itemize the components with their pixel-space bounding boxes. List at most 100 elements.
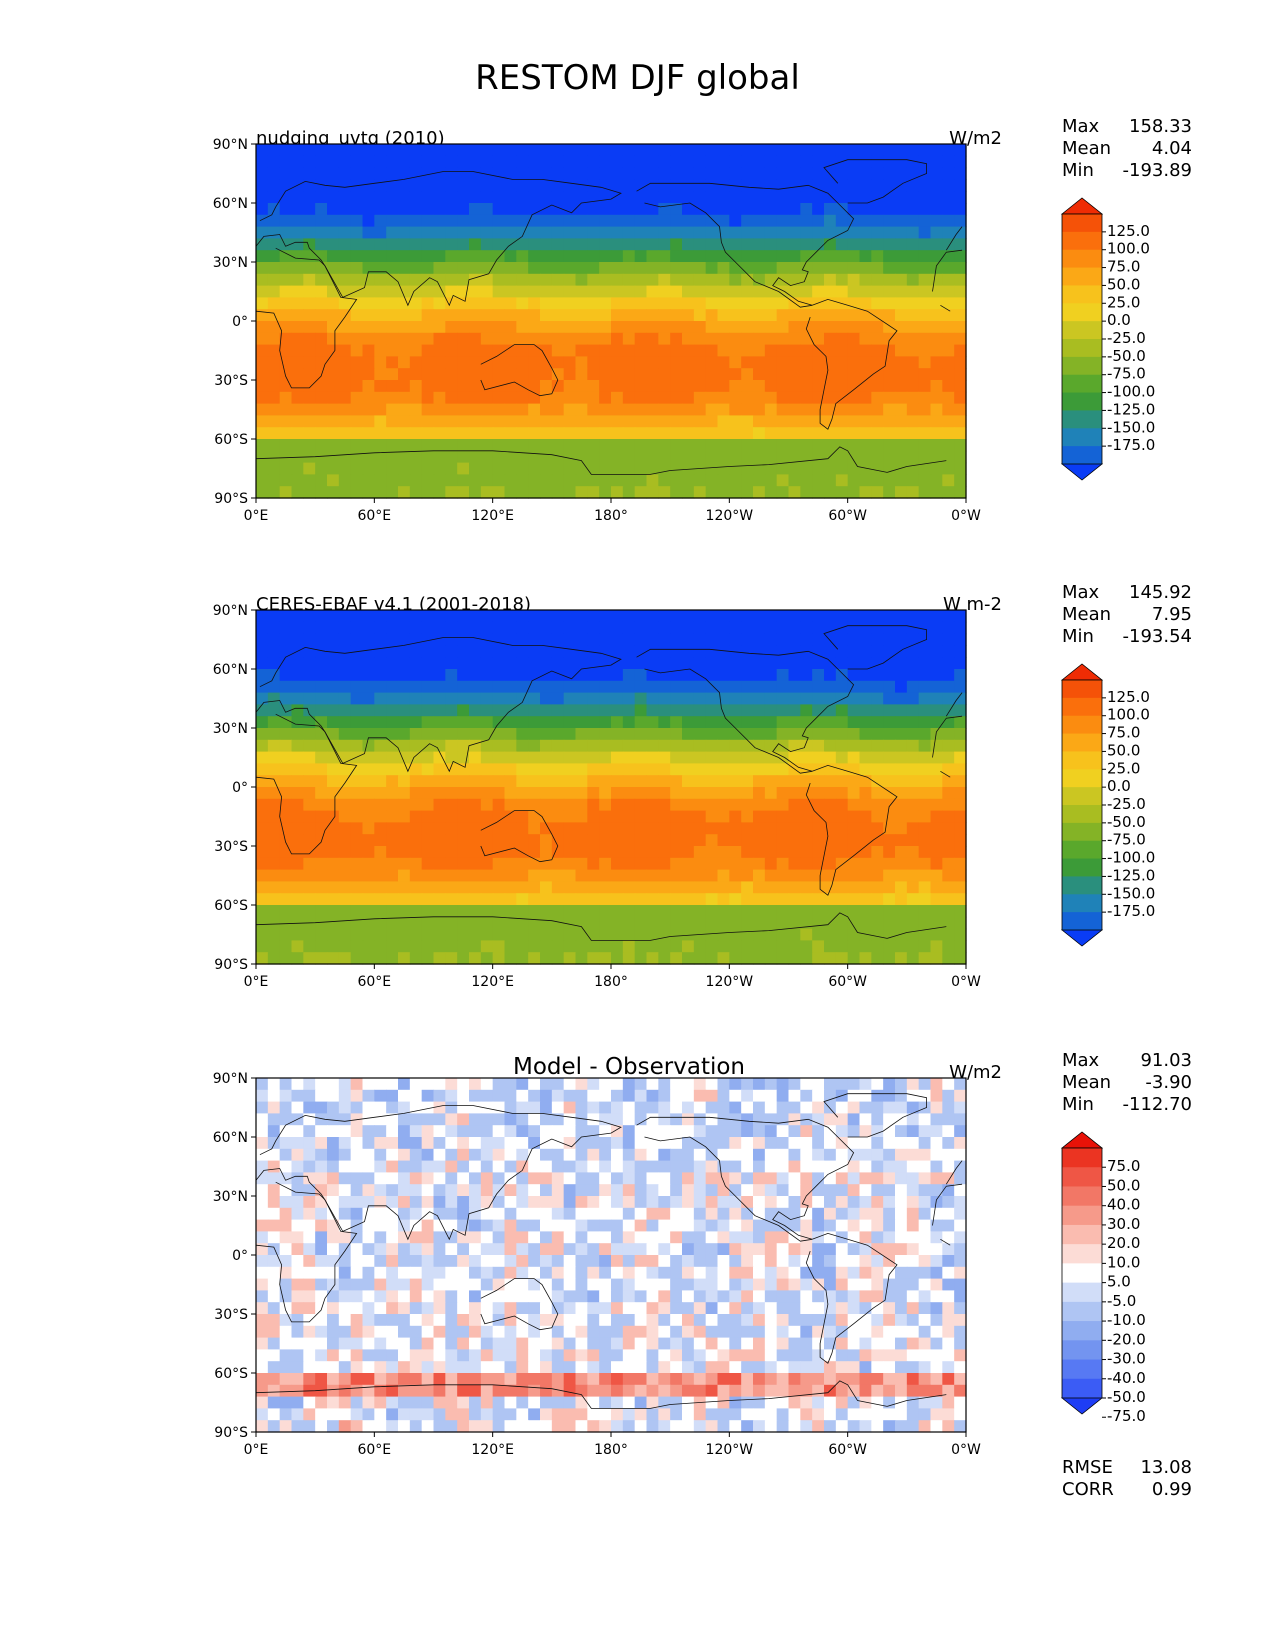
heatmap-cell [433,1243,446,1256]
heatmap-cell [682,144,695,157]
heatmap-cell [930,427,943,440]
heatmap-cell [682,610,695,623]
heatmap-cell [717,321,730,334]
heatmap-cell [658,1278,671,1291]
heatmap-cell [457,763,470,776]
colorbar-tick-label: 25.0 [1107,759,1140,777]
heatmap-cell [587,203,600,216]
heatmap-cell [398,1184,411,1197]
heatmap-cell [338,203,352,216]
heatmap-cell [658,403,671,416]
heatmap-cell [847,1231,861,1244]
heatmap-cell [800,1172,813,1185]
heatmap-cell [303,262,316,275]
heatmap-cell [906,297,920,310]
heatmap-cell [256,787,269,800]
heatmap-cell [599,1207,612,1221]
heatmap-cell [824,739,837,753]
heatmap-cell [871,834,884,847]
heatmap-cell [599,857,612,871]
heatmap-cell [611,167,624,180]
heatmap-cell [551,657,565,670]
heatmap-cell [599,344,612,357]
heatmap-cell [575,167,588,180]
heatmap-cell [895,273,908,287]
heatmap-cell [303,1243,316,1256]
heatmap-cell [575,203,588,216]
colorbar: 125.0100.075.050.025.00.0-25.0-50.0-75.0… [1060,197,1155,481]
heatmap-cell [895,1302,908,1315]
heatmap-cell [611,787,624,800]
heatmap-cell [646,167,659,180]
heatmap-cell [800,368,813,381]
heatmap-cell [800,810,813,823]
heatmap-cell [670,273,683,287]
heatmap-cell [469,680,482,694]
heatmap-cell [705,238,719,251]
heatmap-cell [256,857,269,871]
heatmap-cell [942,869,955,882]
heatmap-cell [954,751,967,764]
heatmap-cell [717,1137,730,1150]
heatmap-cell [480,273,494,287]
heatmap-cell [256,669,269,682]
heatmap-cell [267,391,281,405]
heatmap-cell [540,403,553,416]
heatmap-cell [327,262,340,275]
heatmap-cell [267,751,281,764]
heatmap-cell [516,928,529,941]
heatmap-cell [800,486,813,499]
heatmap-cell [954,633,967,646]
heatmap-cell [859,321,872,334]
heatmap-cell [729,250,742,263]
heatmap-cell [611,775,624,788]
heatmap-cell [587,309,600,322]
heatmap-cell [267,728,281,741]
heatmap-cell [741,144,754,157]
heatmap-cell [835,692,849,705]
heatmap-cell [469,1078,482,1091]
heatmap-cell [350,940,364,953]
heatmap-cell [729,798,742,812]
heatmap-cell [717,846,730,859]
heatmap-cell [859,739,872,753]
heatmap-cell [575,297,588,310]
heatmap-cell [362,356,375,369]
heatmap-cell [409,214,423,228]
heatmap-cell [895,787,908,800]
heatmap-cell [847,262,861,275]
heatmap-cell [374,692,387,705]
heatmap-cell [362,751,375,764]
heatmap-cell [303,1089,316,1103]
coastline [255,247,358,389]
heatmap-cell [764,846,778,859]
heatmap-cell [516,155,529,169]
heatmap-cell [835,1266,849,1280]
heatmap-cell [954,1231,967,1244]
heatmap-cell [386,928,399,941]
heatmap-cell [658,344,671,357]
heatmap-cell [433,633,446,646]
heatmap-cell [587,645,600,658]
heatmap-cell [398,621,411,635]
heatmap-cell [362,834,375,847]
heatmap-cell [563,403,577,416]
heatmap-cell [622,669,636,682]
heatmap-cell [338,916,352,930]
heatmap-cell [658,450,671,464]
heatmap-cell [256,1290,269,1303]
heatmap-cell [279,273,293,287]
heatmap-cell [954,846,967,859]
heatmap-cell [847,1089,861,1103]
heatmap-cell [800,356,813,369]
heatmap-cell [291,704,304,717]
heatmap-cell [717,1148,730,1162]
heatmap-cell [362,144,375,157]
heatmap-cell [599,273,612,287]
heatmap-cell [338,1172,352,1185]
heatmap-cell [764,250,778,263]
heatmap-cell [918,763,932,776]
heatmap-cell [705,403,719,416]
heatmap-cell [753,1101,766,1114]
heatmap-cell [812,787,825,800]
